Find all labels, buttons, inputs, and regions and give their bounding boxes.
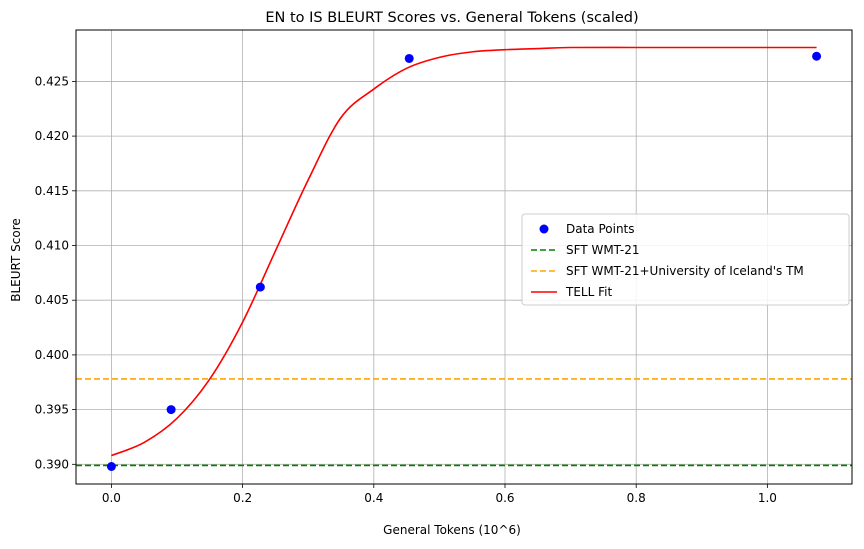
legend-label-data-points: Data Points <box>566 222 635 236</box>
data-point <box>255 282 265 292</box>
data-point <box>404 53 414 63</box>
y-tick-label: 0.390 <box>35 457 69 471</box>
chart-title: EN to IS BLEURT Scores vs. General Token… <box>265 10 638 26</box>
y-tick-label: 0.405 <box>35 293 69 307</box>
fit-curve-layer <box>111 46 817 457</box>
y-tick-label: 0.410 <box>35 239 69 253</box>
data-point <box>812 51 822 61</box>
y-tick-label: 0.395 <box>35 403 69 417</box>
data-points <box>106 51 822 471</box>
legend: Data Points SFT WMT-21 SFT WMT-21+Univer… <box>521 213 850 306</box>
legend-label-tell-fit: TELL Fit <box>565 285 612 299</box>
x-tick-label: 0.0 <box>102 491 121 505</box>
data-point <box>166 405 176 415</box>
plot-frame <box>75 29 853 485</box>
legend-box <box>521 213 850 306</box>
y-axis-label: BLEURT Score <box>9 218 23 302</box>
y-tick-label: 0.420 <box>35 129 69 143</box>
x-tick-label: 0.2 <box>233 491 252 505</box>
data-point <box>106 461 116 471</box>
reference-lines <box>76 378 852 467</box>
y-tick-label: 0.425 <box>35 74 69 88</box>
x-tick-label: 0.4 <box>364 491 383 505</box>
axis-ticks: 0.0 0.2 0.4 0.6 0.8 1.0 0.390 0.395 0.400 0.405 0.… <box>35 74 777 505</box>
y-tick-label: 0.415 <box>35 184 69 198</box>
legend-marker-data-points <box>539 224 549 234</box>
x-axis-label: General Tokens (10^6) <box>383 523 521 537</box>
tell-fit-curve <box>111 46 817 457</box>
x-tick-label: 1.0 <box>758 491 777 505</box>
y-tick-label: 0.400 <box>35 348 69 362</box>
x-tick-label: 0.8 <box>627 491 646 505</box>
x-tick-label: 0.6 <box>495 491 514 505</box>
legend-label-sft-wmt21: SFT WMT-21 <box>566 243 640 257</box>
legend-label-sft-wmt21-iceland-tm: SFT WMT-21+University of Iceland's TM <box>566 264 804 278</box>
